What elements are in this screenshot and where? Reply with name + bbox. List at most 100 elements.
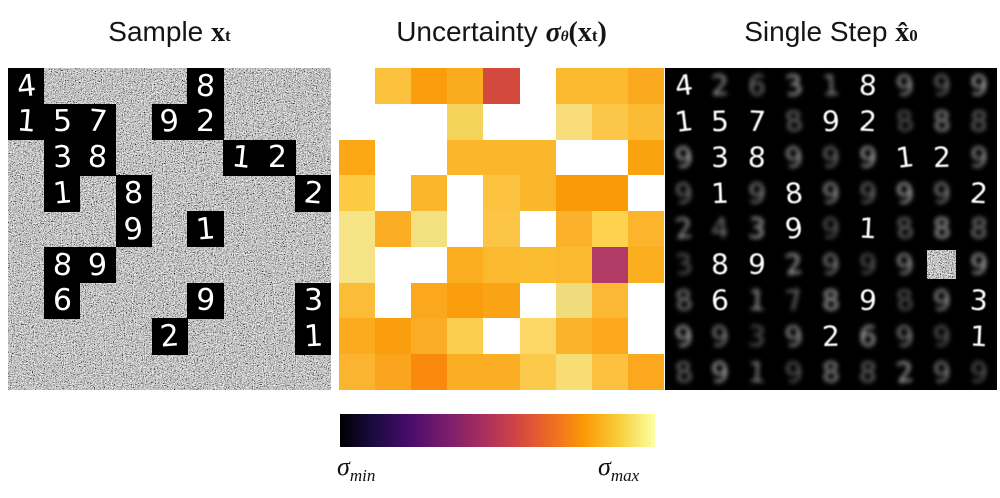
sigma-max-subscript: max bbox=[610, 466, 640, 486]
predicted-digit-cell: 9 bbox=[672, 318, 695, 354]
heatmap-cell bbox=[591, 103, 628, 140]
heatmap-cell bbox=[483, 175, 520, 212]
predicted-digit-cell: 9 bbox=[783, 211, 805, 247]
predicted-digit-cell: 1 bbox=[747, 283, 767, 318]
predicted-digit-cell: 8 bbox=[710, 247, 730, 282]
revealed-digit-cell: 1 bbox=[43, 175, 81, 212]
title-uncertainty-sigma-sub: θ bbox=[560, 29, 569, 45]
revealed-digit-cell: 9 bbox=[151, 103, 188, 140]
predicted-digit-cell: 9 bbox=[968, 247, 989, 282]
predicted-digit-cell: 2 bbox=[783, 247, 805, 283]
heatmap-cell bbox=[411, 139, 448, 176]
heatmap-cell bbox=[555, 175, 592, 212]
heatmap-cell bbox=[375, 139, 412, 176]
revealed-digit-cell: 2 bbox=[295, 175, 332, 212]
heatmap-cell bbox=[591, 246, 628, 283]
heatmap-cell bbox=[411, 68, 448, 104]
predicted-digit-cell: 8 bbox=[858, 355, 878, 390]
heatmap-cell bbox=[519, 103, 556, 140]
predicted-digit-cell: 3 bbox=[747, 212, 767, 246]
heatmap-cell bbox=[627, 175, 664, 212]
predicted-digit-cell: 9 bbox=[893, 68, 916, 104]
heatmap-cell bbox=[519, 282, 556, 319]
heatmap-cell bbox=[591, 354, 628, 390]
heatmap-cell bbox=[627, 139, 664, 176]
heatmap-cell bbox=[339, 318, 376, 355]
predicted-digit-cell: 8 bbox=[858, 68, 878, 103]
heatmap-cell bbox=[375, 103, 412, 140]
heatmap-cell bbox=[519, 246, 556, 283]
predicted-digit-cell: 9 bbox=[858, 140, 878, 175]
heatmap-cell bbox=[411, 103, 448, 140]
sigma-max-label: σmax bbox=[598, 452, 639, 486]
predicted-digit-cell: 8 bbox=[672, 354, 695, 390]
heatmap-cell bbox=[339, 282, 376, 319]
predicted-digit-cell: 9 bbox=[893, 175, 916, 211]
heatmap-cell bbox=[375, 175, 412, 212]
predicted-digit-cell: 9 bbox=[783, 354, 805, 390]
heatmap-cell bbox=[627, 103, 664, 140]
heatmap-cell bbox=[447, 246, 484, 283]
revealed-digit-cell: 2 bbox=[151, 318, 188, 355]
predicted-digit-cell: 8 bbox=[893, 104, 916, 140]
predicted-digit-cell: 9 bbox=[710, 355, 730, 389]
heatmap-cell bbox=[483, 211, 520, 247]
heatmap-cell bbox=[555, 318, 592, 355]
predicted-digit-cell: 9 bbox=[821, 176, 841, 211]
heatmap-cell bbox=[555, 282, 592, 319]
heatmap-cell bbox=[339, 211, 376, 247]
revealed-digit-cell: 9 bbox=[79, 246, 117, 284]
predicted-digit-cell: 8 bbox=[672, 283, 695, 319]
revealed-digit-cell: 1 bbox=[223, 139, 260, 176]
heatmap-cell bbox=[447, 354, 484, 390]
heatmap-cell bbox=[483, 318, 520, 355]
predicted-digit-cell: 1 bbox=[672, 104, 695, 140]
predicted-digit-cell: 8 bbox=[821, 283, 841, 318]
predicted-digit-cell: 9 bbox=[710, 319, 730, 354]
revealed-digit-cell: 2 bbox=[259, 139, 296, 176]
heatmap-cell bbox=[591, 211, 628, 247]
heatmap-cell bbox=[411, 318, 448, 355]
predicted-digit-cell: 8 bbox=[893, 211, 916, 247]
heatmap-cell bbox=[447, 175, 484, 212]
predicted-digit-cell: 9 bbox=[932, 355, 952, 389]
heatmap-cell bbox=[591, 282, 628, 319]
heatmap-cell bbox=[555, 139, 592, 176]
heatmap-cell bbox=[375, 354, 412, 390]
predicted-digit-cell: 6 bbox=[858, 319, 878, 354]
sigma-max-symbol: σ bbox=[598, 452, 611, 481]
revealed-digit-cell: 8 bbox=[79, 139, 117, 176]
predicted-digit-cell: 9 bbox=[932, 319, 952, 354]
heatmap-cell bbox=[627, 246, 664, 283]
heatmap-cell bbox=[555, 211, 592, 247]
heatmap-cell bbox=[555, 68, 592, 104]
heatmap-cell bbox=[483, 103, 520, 140]
heatmap-cell bbox=[627, 318, 664, 355]
colorbar-gradient bbox=[340, 414, 655, 447]
predicted-digit-cell: 1 bbox=[968, 319, 989, 354]
predicted-digit-cell: 9 bbox=[968, 140, 989, 175]
predicted-digit-cell: 9 bbox=[893, 318, 916, 354]
heatmap-cell bbox=[591, 68, 628, 104]
predicted-digit-cell: 9 bbox=[968, 355, 989, 390]
predicted-digit-cell: 9 bbox=[932, 176, 952, 211]
heatmap-cell bbox=[339, 103, 376, 140]
sigma-min-symbol: σ bbox=[337, 452, 350, 481]
predicted-digit-cell: 8 bbox=[932, 212, 952, 246]
revealed-digit-cell: 3 bbox=[43, 139, 81, 176]
heatmap-cell bbox=[375, 318, 412, 355]
heatmap-cell bbox=[411, 211, 448, 247]
heatmap-cell bbox=[483, 68, 520, 104]
predicted-digit-cell: 3 bbox=[968, 283, 989, 318]
predicted-digit-cell: 9 bbox=[893, 247, 916, 283]
heatmap-cell bbox=[483, 139, 520, 176]
title-uncertainty-paren-open: ( bbox=[568, 17, 578, 48]
predicted-digit-cell: 9 bbox=[821, 247, 841, 282]
title-step-text: Single Step bbox=[744, 16, 896, 47]
predicted-digit-cell: 8 bbox=[783, 104, 805, 140]
heatmap-cell bbox=[591, 318, 628, 355]
revealed-digit-cell: 4 bbox=[8, 68, 45, 105]
title-uncertainty-sup: t bbox=[591, 26, 598, 45]
